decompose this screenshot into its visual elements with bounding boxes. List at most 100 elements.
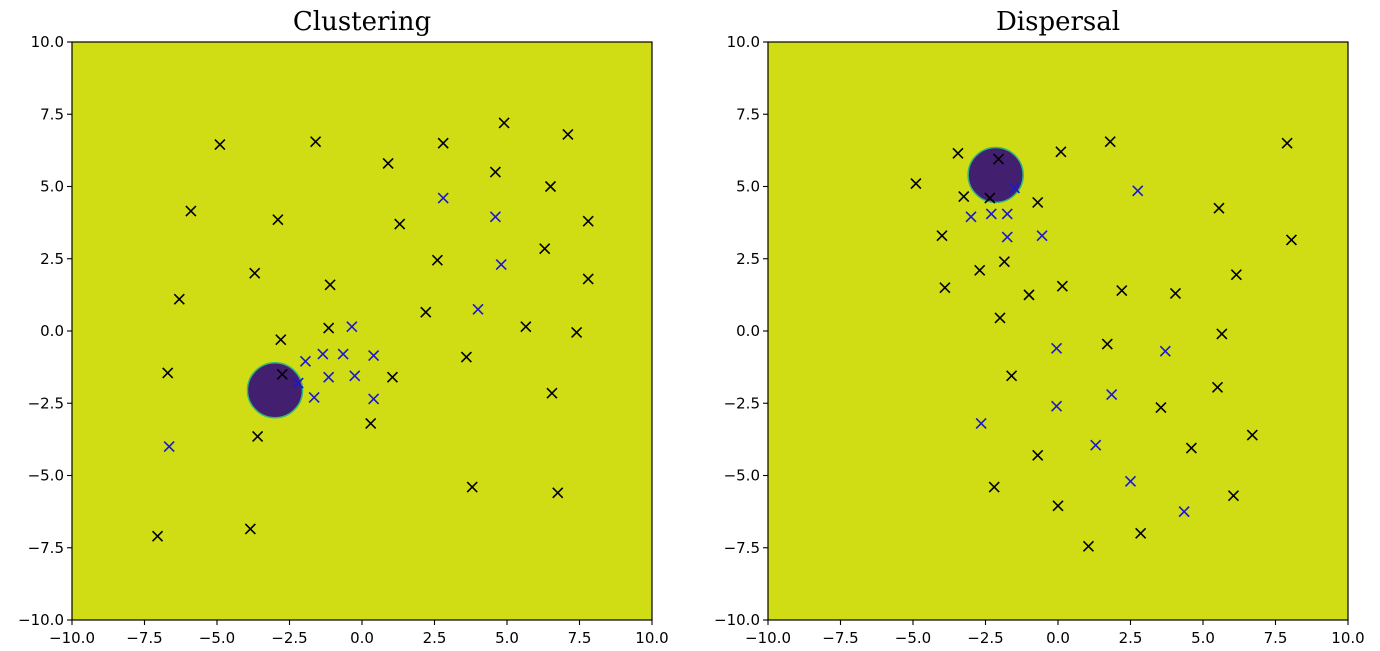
chart-title-clustering: Clustering: [293, 7, 431, 37]
point-black: [1101, 338, 1113, 350]
point-black: [162, 367, 174, 379]
y-tick-label: −7.5: [28, 539, 64, 557]
point-black: [936, 230, 948, 242]
y-tick-label: −10.0: [18, 611, 64, 629]
y-tick-label: −5.0: [724, 467, 760, 485]
y-tick-label: −2.5: [28, 394, 64, 412]
point-blue: [368, 393, 380, 405]
point-black: [544, 180, 557, 193]
x-tick-label: 10.0: [635, 629, 668, 647]
point-blue: [1001, 231, 1013, 243]
point-black: [958, 191, 970, 203]
point-blue: [317, 348, 329, 360]
point-black: [420, 306, 432, 318]
y-tick-label: 0.0: [40, 322, 64, 340]
point-black: [974, 264, 986, 276]
point-blue: [985, 208, 997, 220]
point-black: [984, 192, 996, 204]
point-black: [994, 312, 1006, 324]
point-blue: [1050, 400, 1063, 412]
point-black: [1023, 289, 1035, 301]
point-black: [1246, 429, 1258, 441]
x-tick-label: 2.5: [423, 629, 447, 647]
point-black: [431, 254, 443, 266]
point-blue: [368, 349, 380, 362]
point-black: [466, 481, 478, 493]
point-black: [394, 218, 406, 230]
point-blue: [299, 355, 312, 367]
point-black: [939, 282, 951, 294]
point-black: [1056, 280, 1068, 292]
point-black: [1216, 328, 1228, 340]
y-tick-label: −5.0: [28, 467, 64, 485]
y-tick-label: 10.0: [31, 33, 64, 51]
x-tick-label: −5.0: [199, 629, 235, 647]
point-black: [988, 481, 1000, 493]
y-tick-label: 2.5: [40, 250, 64, 268]
point-blue: [1132, 185, 1144, 197]
point-blue: [349, 370, 361, 382]
point-black: [1155, 402, 1167, 414]
point-black: [1185, 442, 1197, 454]
point-black: [1135, 527, 1147, 539]
point-black: [952, 147, 964, 159]
point-black: [520, 321, 532, 333]
point-black: [214, 139, 226, 151]
point-black: [310, 136, 322, 148]
y-tick-label: −2.5: [724, 394, 760, 412]
y-tick-label: 5.0: [40, 178, 64, 196]
point-black: [151, 530, 164, 542]
point-black: [1230, 269, 1242, 281]
x-tick-label: −2.5: [271, 629, 307, 647]
point-black: [323, 322, 335, 334]
x-tick-label: 5.0: [1191, 629, 1215, 647]
point-blue: [337, 348, 349, 360]
point-black: [1211, 381, 1224, 393]
point-black: [252, 430, 264, 443]
chart-title-dispersal: Dispersal: [996, 7, 1120, 37]
point-black: [1285, 234, 1298, 246]
point-black: [489, 166, 501, 178]
point-black: [1052, 500, 1064, 512]
point-blue: [1008, 182, 1021, 194]
point-blue: [965, 211, 977, 223]
x-tick-label: −7.5: [126, 629, 162, 647]
y-tick-label: −7.5: [724, 539, 760, 557]
x-tick-label: 7.5: [1264, 629, 1288, 647]
point-black: [1169, 287, 1182, 299]
panel-dispersal: Dispersal −10.0 −7.5 −5.0 −2.5 0.0 2.5 5.0 7.5 1…: [714, 7, 1365, 647]
point-black: [249, 267, 261, 279]
point-blue: [1178, 506, 1190, 518]
point-black: [1032, 196, 1044, 208]
x-tick-label: 0.0: [350, 629, 374, 647]
x-tick-label: 10.0: [1331, 629, 1364, 647]
point-black: [386, 371, 399, 383]
point-black: [1104, 136, 1116, 148]
point-black: [324, 279, 336, 291]
point-black: [998, 256, 1010, 268]
point-black: [546, 387, 558, 399]
y-tick-label: −10.0: [714, 611, 760, 629]
point-black: [1032, 449, 1044, 461]
plot-area: [768, 42, 1348, 620]
point-blue: [1050, 342, 1063, 354]
point-blue: [472, 303, 484, 315]
point-blue: [437, 192, 449, 204]
point-black: [244, 523, 256, 535]
region-disc: [967, 146, 1024, 204]
x-tick-label: 2.5: [1119, 629, 1143, 647]
point-blue: [323, 371, 335, 383]
point-black: [173, 293, 185, 305]
point-black: [1227, 490, 1240, 502]
point-black: [460, 351, 472, 363]
point-black: [1055, 146, 1067, 158]
point-black: [582, 215, 594, 227]
point-black: [1082, 540, 1095, 552]
x-tick-label: −7.5: [822, 629, 858, 647]
point-black: [498, 117, 510, 129]
point-blue: [1001, 208, 1013, 220]
x-tick-label: −5.0: [895, 629, 931, 647]
point-blue: [1159, 345, 1171, 357]
x-tick-label: −10.0: [49, 629, 95, 647]
point-black: [1281, 137, 1293, 149]
